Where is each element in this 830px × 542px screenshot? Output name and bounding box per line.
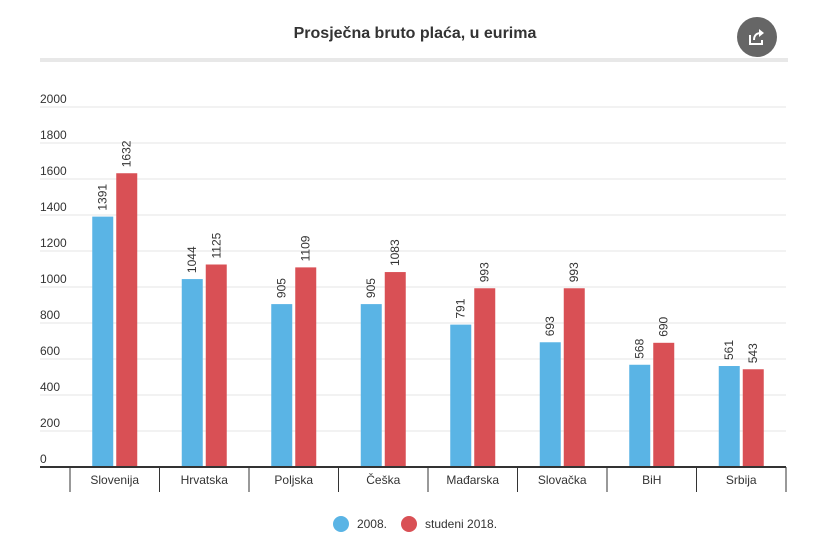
data-label: 561 [722, 340, 736, 360]
legend: 2008. studeni 2018. [0, 514, 830, 534]
x-tick-label: Mađarska [446, 473, 499, 487]
y-tick-label: 400 [40, 380, 60, 394]
data-label: 1632 [120, 140, 134, 167]
legend-label-2008: 2008. [356, 517, 387, 531]
data-label: 543 [746, 343, 760, 363]
bar [205, 264, 227, 467]
x-tick-label: Poljska [274, 473, 313, 487]
title-divider [40, 58, 788, 62]
x-tick-label: Srbija [726, 473, 757, 487]
y-tick-label: 0 [40, 452, 47, 466]
y-tick-label: 1200 [40, 236, 67, 250]
y-tick-label: 1800 [40, 128, 67, 142]
x-tick-label: Slovenija [90, 473, 139, 487]
x-tick-label: Slovačka [538, 473, 587, 487]
y-tick-label: 600 [40, 344, 60, 358]
data-label: 690 [657, 316, 671, 336]
data-label: 993 [567, 262, 581, 282]
data-label: 1109 [299, 235, 313, 261]
bar [92, 216, 114, 467]
bar [450, 324, 472, 467]
chart-title: Prosječna bruto plaća, u eurima [293, 25, 537, 42]
bar [742, 369, 764, 467]
bar [116, 173, 138, 468]
x-tick-label: Hrvatska [181, 473, 229, 487]
share-button[interactable] [737, 17, 777, 57]
data-label: 568 [633, 338, 647, 358]
bar [271, 304, 293, 467]
bar [563, 288, 585, 467]
data-label: 993 [478, 262, 492, 282]
y-tick-label: 200 [40, 416, 60, 430]
data-label: 1125 [209, 232, 223, 258]
data-label: 693 [543, 316, 557, 336]
y-tick-label: 1600 [40, 164, 67, 178]
legend-swatch-2008 [332, 516, 349, 532]
share-icon [749, 29, 764, 45]
y-tick-label: 1000 [40, 272, 67, 286]
bar [360, 304, 382, 467]
data-label: 905 [275, 278, 289, 298]
data-label: 791 [454, 298, 468, 318]
bar [653, 342, 675, 467]
data-label: 1391 [96, 184, 110, 211]
bar [718, 366, 740, 467]
y-tick-label: 800 [40, 308, 60, 322]
data-label: 1044 [185, 246, 199, 273]
y-tick-label: 2000 [40, 92, 67, 106]
legend-item-2018[interactable]: studeni 2018. [400, 516, 498, 532]
bar [181, 279, 203, 467]
bar [629, 364, 651, 467]
bar [474, 288, 496, 467]
legend-swatch-2018 [400, 516, 417, 532]
bar [539, 342, 561, 467]
bar [384, 272, 406, 467]
x-tick-label: BiH [642, 473, 661, 487]
data-label: 1083 [388, 239, 402, 266]
x-tick-label: Češka [366, 472, 400, 487]
data-label: 905 [364, 278, 378, 298]
bar [295, 267, 317, 467]
legend-label-2018: studeni 2018. [424, 517, 498, 531]
legend-item-2008[interactable]: 2008. [332, 516, 387, 532]
y-tick-label: 1400 [40, 200, 67, 214]
